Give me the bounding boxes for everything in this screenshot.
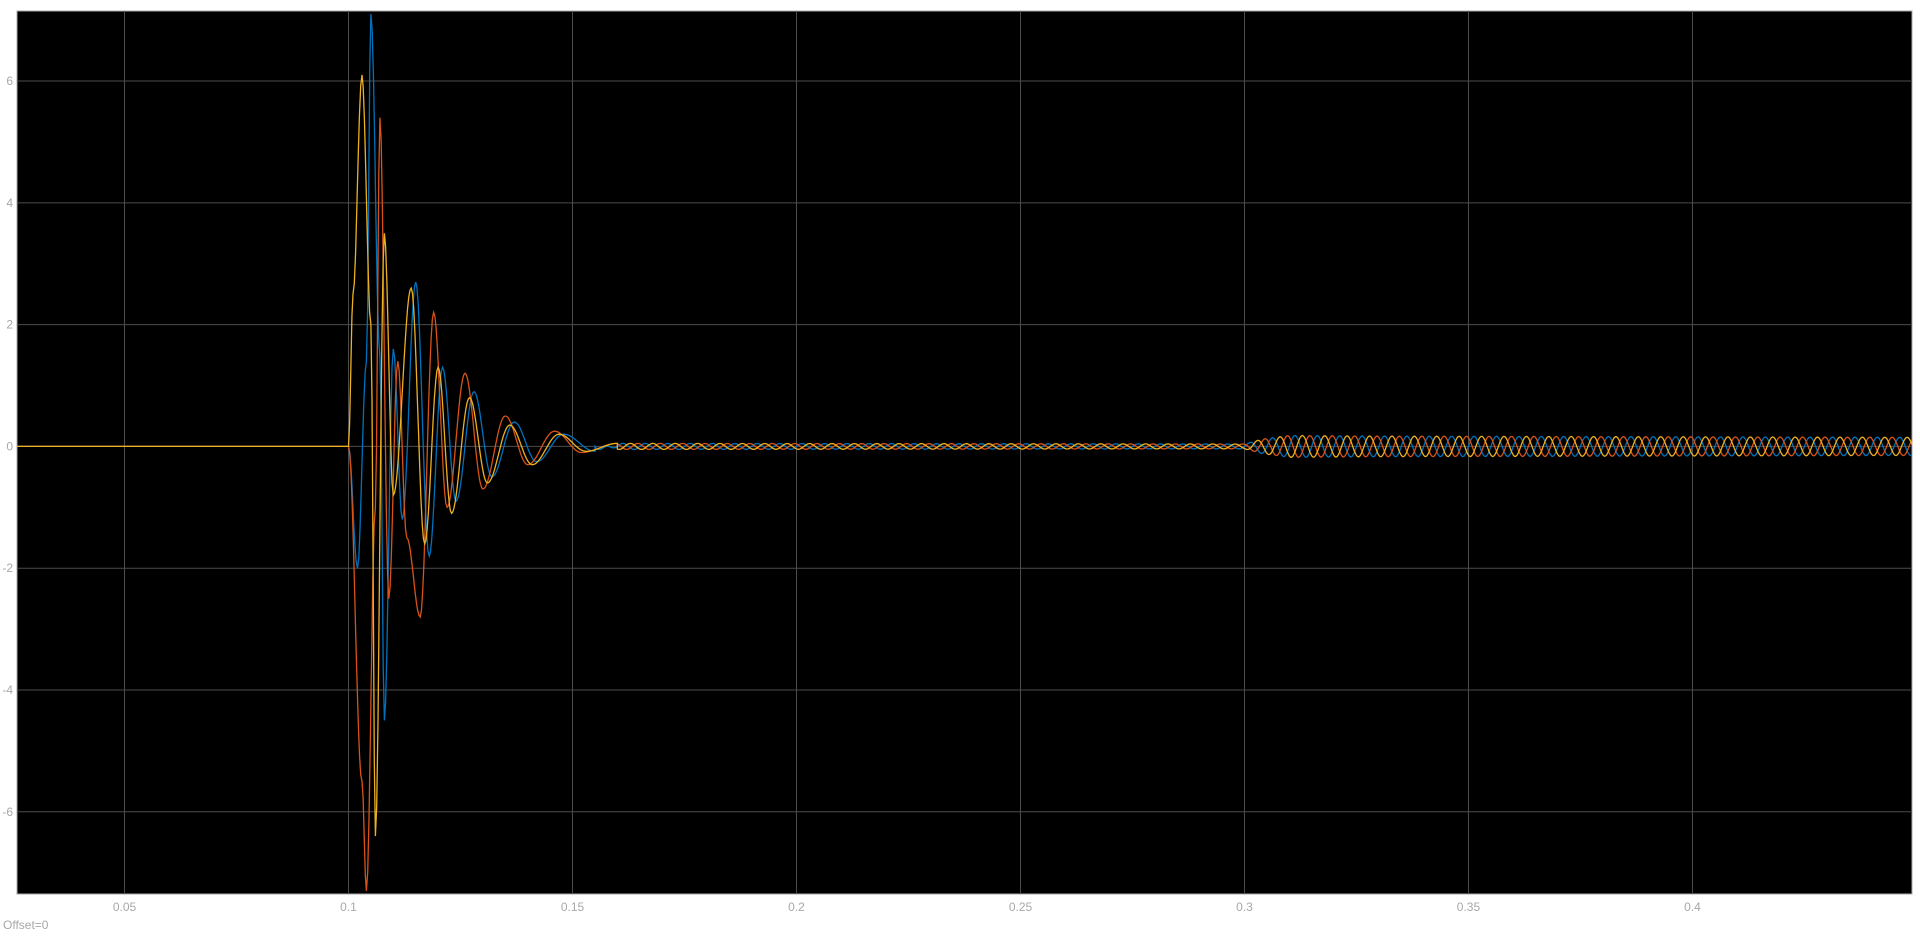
offset-label: Offset=0 (3, 918, 49, 932)
y-tick-label: 4 (6, 196, 13, 210)
x-tick-label: 0.15 (561, 900, 585, 914)
x-tick-label: 0.05 (113, 900, 137, 914)
grid-lines (17, 11, 1912, 894)
signal-traces (17, 13, 1913, 892)
y-tick-label: 6 (6, 74, 13, 88)
x-tick-label: 0.25 (1009, 900, 1033, 914)
x-tick-label: 0.35 (1457, 900, 1481, 914)
signal-trace-3 (17, 74, 1913, 837)
plot-area (16, 10, 1913, 895)
x-tick-label: 0.3 (1236, 900, 1253, 914)
x-tick-label: 0.1 (340, 900, 357, 914)
x-tick-label: 0.4 (1684, 900, 1701, 914)
y-tick-label: 0 (6, 439, 13, 453)
y-tick-label: -2 (2, 561, 13, 575)
x-tick-label: 0.2 (788, 900, 805, 914)
y-tick-label: -4 (2, 683, 13, 697)
y-tick-label: 2 (6, 318, 13, 332)
y-tick-label: -6 (2, 805, 13, 819)
tick-labels: 0.05 0.1 0.15 0.2 0.25 0.3 0.35 0.4 -6 -4 -2 0 2 4 6 (2, 74, 1701, 914)
